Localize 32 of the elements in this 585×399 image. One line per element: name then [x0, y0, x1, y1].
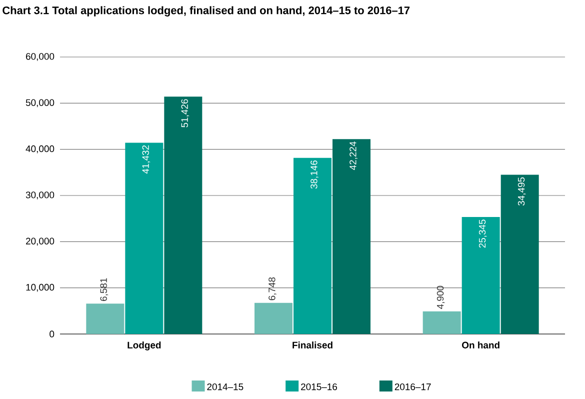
data-label: 41,432 — [142, 145, 150, 174]
bar — [422, 311, 461, 334]
data-label: 34,495 — [518, 177, 526, 206]
data-label: 4,900 — [436, 286, 445, 309]
bar — [332, 139, 371, 334]
bar — [254, 302, 292, 334]
bar — [164, 96, 202, 334]
data-label: 6,581 — [100, 278, 108, 301]
y-tick-label: 60,000 — [26, 53, 54, 61]
y-tick-label: 50,000 — [26, 99, 54, 108]
data-label: 51,426 — [181, 99, 190, 128]
x-tick-label: Lodged — [128, 342, 161, 350]
bar — [462, 216, 500, 334]
bar — [125, 142, 164, 334]
y-tick-label: 10,000 — [26, 284, 54, 292]
bar — [86, 304, 124, 334]
data-label: 6,748 — [268, 277, 276, 300]
x-tick-label: On hand — [462, 342, 500, 348]
data-label: 38,146 — [310, 160, 318, 189]
chart-title: Chart 3.1 Total applications lodged, finalised and on hand, 2014–15 to 2016–17 — [2, 6, 410, 16]
bar — [294, 158, 332, 334]
legend-label: 2015–16 — [301, 383, 337, 390]
y-tick-label: 40,000 — [26, 145, 54, 154]
y-tick-label: 30,000 — [26, 192, 54, 200]
data-label: 42,224 — [350, 142, 358, 170]
legend-label: 2016–17 — [394, 383, 431, 390]
x-tick-label: Finalised — [292, 342, 332, 348]
y-tick-label: 20,000 — [26, 238, 54, 246]
data-label: 25,345 — [478, 220, 487, 248]
bar — [500, 174, 539, 334]
legend-label: 2014–15 — [207, 383, 244, 390]
y-tick-label: 0 — [50, 330, 54, 338]
